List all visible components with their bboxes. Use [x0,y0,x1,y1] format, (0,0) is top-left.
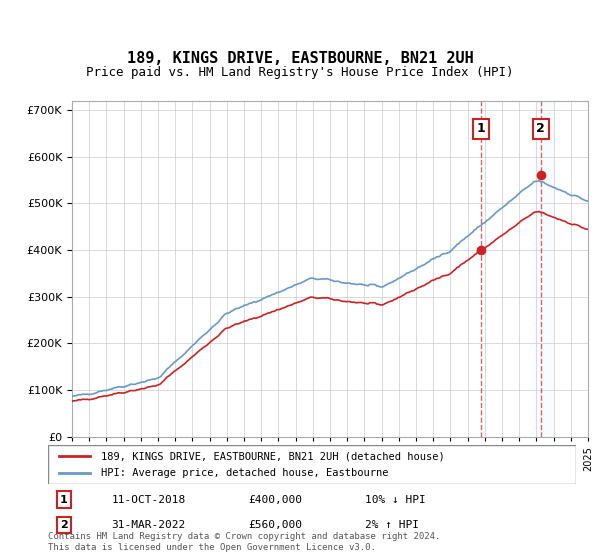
FancyBboxPatch shape [48,445,576,484]
Text: £400,000: £400,000 [248,495,302,505]
Text: 189, KINGS DRIVE, EASTBOURNE, BN21 2UH: 189, KINGS DRIVE, EASTBOURNE, BN21 2UH [127,52,473,66]
Text: 189, KINGS DRIVE, EASTBOURNE, BN21 2UH (detached house): 189, KINGS DRIVE, EASTBOURNE, BN21 2UH (… [101,451,445,461]
Text: 2: 2 [60,520,68,530]
Text: 1: 1 [60,495,68,505]
Text: 1: 1 [476,122,485,136]
Text: 10% ↓ HPI: 10% ↓ HPI [365,495,425,505]
Bar [536,101,553,437]
Text: Price paid vs. HM Land Registry's House Price Index (HPI): Price paid vs. HM Land Registry's House … [86,66,514,80]
Text: £560,000: £560,000 [248,520,302,530]
Text: 2: 2 [536,122,545,136]
Text: HPI: Average price, detached house, Eastbourne: HPI: Average price, detached house, East… [101,468,388,478]
Text: 11-OCT-2018: 11-OCT-2018 [112,495,185,505]
Text: 2% ↑ HPI: 2% ↑ HPI [365,520,419,530]
Text: Contains HM Land Registry data © Crown copyright and database right 2024.
This d: Contains HM Land Registry data © Crown c… [48,532,440,552]
Text: 31-MAR-2022: 31-MAR-2022 [112,520,185,530]
